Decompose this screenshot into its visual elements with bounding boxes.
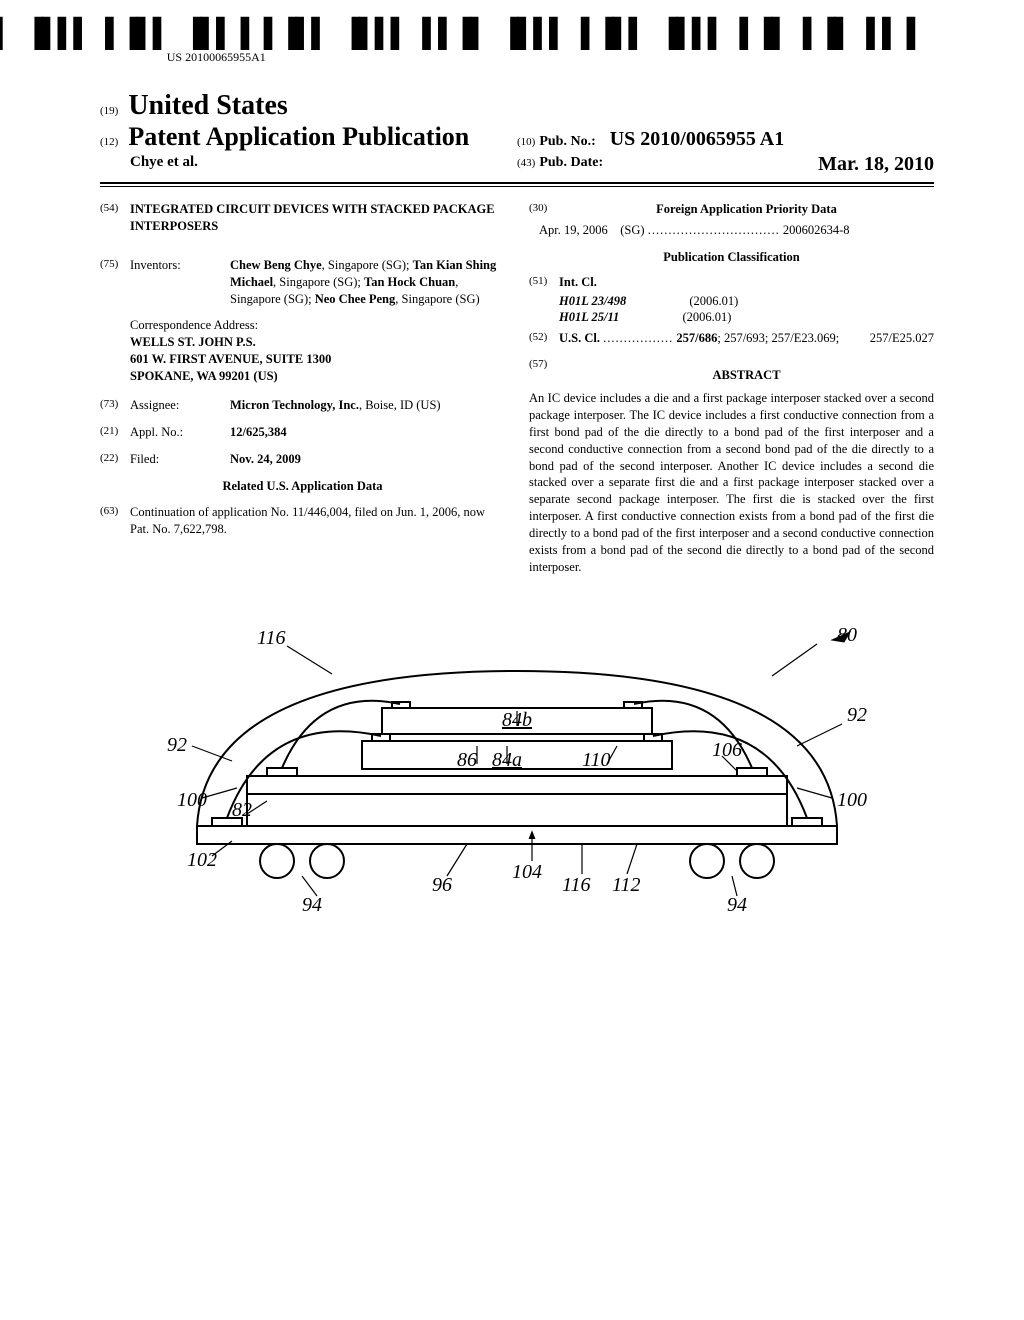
rule-thick xyxy=(100,182,934,184)
fig-label-116b: 116 xyxy=(562,874,591,896)
correspondence-label: Correspondence Address: xyxy=(130,317,505,334)
pub-date-code: (43) xyxy=(517,157,535,169)
fig-label-82: 82 xyxy=(232,799,252,821)
appl-label: Appl. No.: xyxy=(130,424,230,441)
right-column: (30) Foreign Application Priority Data A… xyxy=(529,201,934,576)
title-field: (54) INTEGRATED CIRCUIT DEVICES WITH STA… xyxy=(100,201,505,247)
country: United States xyxy=(128,90,287,121)
intcl-code: (51) xyxy=(529,274,559,291)
fig-label-116a: 116 xyxy=(257,627,286,649)
uscl-dots: ................. xyxy=(603,331,673,345)
assignee-value: Micron Technology, Inc., Boise, ID (US) xyxy=(230,397,505,414)
fig-label-102: 102 xyxy=(187,849,217,871)
intcl2-year: (2006.01) xyxy=(682,310,731,324)
barcode-number: US 20100065955A1 xyxy=(0,50,914,65)
intcl-field: (51) Int. Cl. xyxy=(529,274,934,291)
fig-label-92b: 92 xyxy=(847,704,867,726)
intcl2: H01L 25/11 xyxy=(559,310,619,324)
fig-label-100a: 100 xyxy=(177,789,207,811)
pub-type-code: (12) xyxy=(100,136,118,148)
fig-label-100b: 100 xyxy=(837,789,867,811)
uscl-line: U.S. Cl. ................. 257/686; 257/… xyxy=(559,330,934,347)
appl-field: (21) Appl. No.: 12/625,384 xyxy=(100,424,505,441)
uscl-values: 257/686 xyxy=(676,331,717,345)
abstract-label: ABSTRACT xyxy=(559,367,934,384)
invention-title: INTEGRATED CIRCUIT DEVICES WITH STACKED … xyxy=(130,201,505,235)
foreign-priority-line: Apr. 19, 2006 (SG) .....................… xyxy=(539,222,934,239)
uscl-field: (52) U.S. Cl. ................. 257/686;… xyxy=(529,330,934,347)
pub-no-label: Pub. No.: xyxy=(539,134,595,149)
intcl-line-1: H01L 23/498 (2006.01) xyxy=(559,293,934,310)
uscl-label: U.S. Cl. xyxy=(559,331,600,345)
fig-label-84a: 84a xyxy=(492,749,522,771)
filed-label: Filed: xyxy=(130,451,230,468)
pub-no-code: (10) xyxy=(517,136,535,148)
fig-label-104: 104 xyxy=(512,861,542,883)
correspondence-block: Correspondence Address: WELLS ST. JOHN P… xyxy=(130,317,505,385)
pubclass-header: Publication Classification xyxy=(529,249,934,266)
barcode-block: ▌▌▌▌▐ ▌▌▌▐▌▌ ▌▌ ▐▌▌▐▌ ▌▐▌▌ ▐▌▌▌ ▐▌▌▌ ▌▐▌… xyxy=(0,20,914,65)
header: (19) United States (12) Patent Applicati… xyxy=(100,90,934,187)
foreign-date: Apr. 19, 2006 xyxy=(539,223,608,237)
fig-label-94b: 94 xyxy=(727,894,747,916)
appl-value: 12/625,384 xyxy=(230,424,505,441)
fig-label-96: 96 xyxy=(432,874,452,896)
uscl-code: (52) xyxy=(529,330,559,347)
inventors-value: Chew Beng Chye, Singapore (SG); Tan Kian… xyxy=(230,257,505,308)
abstract-body: An IC device includes a die and a first … xyxy=(529,390,934,576)
title-code: (54) xyxy=(100,201,130,247)
abstract-code: (57) xyxy=(529,357,559,390)
patent-page: ▌▌▌▌▐ ▌▌▌▐▌▌ ▌▌ ▐▌▌▐▌ ▌▐▌▌ ▐▌▌▌ ▐▌▌▌ ▌▐▌… xyxy=(0,0,1024,1320)
fig-label-84b: 84b xyxy=(502,709,532,731)
filed-code: (22) xyxy=(100,451,130,468)
foreign-country: (SG) xyxy=(620,223,644,237)
foreign-header: Foreign Application Priority Data xyxy=(559,201,934,218)
rule-thin xyxy=(100,186,934,187)
assignee-code: (73) xyxy=(100,397,130,414)
related-header: Related U.S. Application Data xyxy=(100,478,505,495)
inventors-code: (75) xyxy=(100,257,130,308)
patent-figure: 116 80 92 92 100 100 82 84b 86 84a 110 1… xyxy=(137,616,897,936)
filed-field: (22) Filed: Nov. 24, 2009 xyxy=(100,451,505,468)
continuation-field: (63) Continuation of application No. 11/… xyxy=(100,504,505,538)
assignee-label: Assignee: xyxy=(130,397,230,414)
foreign-code: (30) xyxy=(529,201,559,218)
abstract-field: (57) ABSTRACT xyxy=(529,357,934,390)
intcl-label: Int. Cl. xyxy=(559,275,597,289)
intcl1: H01L 23/498 xyxy=(559,294,626,308)
fig-label-80: 80 xyxy=(837,624,857,646)
inventors-label: Inventors: xyxy=(130,257,230,308)
foreign-field: (30) Foreign Application Priority Data xyxy=(529,201,934,218)
intcl-line-2: H01L 25/11 (2006.01) xyxy=(559,309,934,326)
authors: Chye et al. xyxy=(130,154,517,171)
cont-text: Continuation of application No. 11/446,0… xyxy=(130,504,505,538)
cont-code: (63) xyxy=(100,504,130,538)
fig-label-110: 110 xyxy=(582,749,611,771)
bibliographic-data: (54) INTEGRATED CIRCUIT DEVICES WITH STA… xyxy=(100,201,934,576)
fig-label-112: 112 xyxy=(612,874,641,896)
foreign-num: 200602634-8 xyxy=(783,223,850,237)
pub-type: Patent Application Publication xyxy=(128,122,469,151)
fig-label-94a: 94 xyxy=(302,894,322,916)
fig-label-106: 106 xyxy=(712,739,742,761)
intcl1-year: (2006.01) xyxy=(689,294,738,308)
fig-label-86: 86 xyxy=(457,749,477,771)
inventors-field: (75) Inventors: Chew Beng Chye, Singapor… xyxy=(100,257,505,308)
country-code: (19) xyxy=(100,105,118,117)
assignee-field: (73) Assignee: Micron Technology, Inc., … xyxy=(100,397,505,414)
left-column: (54) INTEGRATED CIRCUIT DEVICES WITH STA… xyxy=(100,201,505,576)
pub-date-label: Pub. Date: xyxy=(539,155,603,170)
foreign-dots: ................................ xyxy=(648,223,780,237)
pub-no: US 2010/0065955 A1 xyxy=(610,128,784,150)
correspondence-name: WELLS ST. JOHN P.S. xyxy=(130,334,505,351)
appl-code: (21) xyxy=(100,424,130,441)
filed-value: Nov. 24, 2009 xyxy=(230,451,505,468)
barcode: ▌▌▌▌▐ ▌▌▌▐▌▌ ▌▌ ▐▌▌▐▌ ▌▐▌▌ ▐▌▌▌ ▐▌▌▌ ▌▐▌… xyxy=(0,20,914,48)
correspondence-city: SPOKANE, WA 99201 (US) xyxy=(130,368,505,385)
fig-label-92a: 92 xyxy=(167,734,187,756)
pub-date: Mar. 18, 2010 xyxy=(818,153,934,176)
correspondence-street: 601 W. FIRST AVENUE, SUITE 1300 xyxy=(130,351,505,368)
